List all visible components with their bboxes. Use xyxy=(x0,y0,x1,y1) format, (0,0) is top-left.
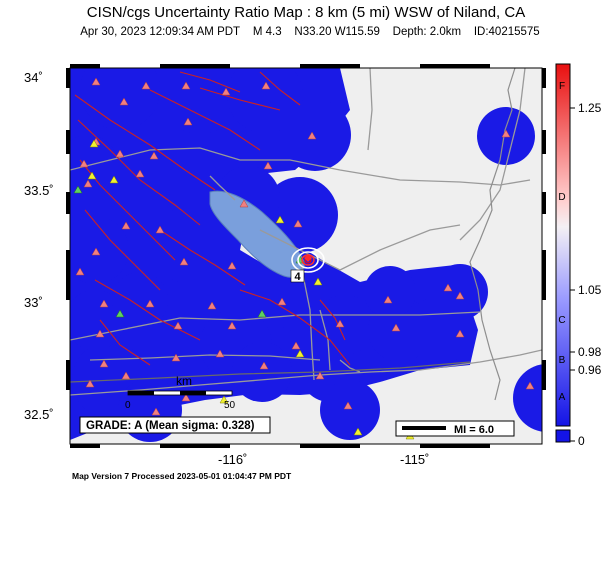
grade-box xyxy=(79,416,271,434)
mi-legend-box xyxy=(395,420,515,437)
colorbar-grade-a: A xyxy=(558,392,566,403)
scale-bar: km 0 50 xyxy=(125,374,236,411)
epicenter-label: 4 xyxy=(294,271,301,283)
epicenter-contours xyxy=(291,247,325,273)
event-info: Apr 30, 2023 12:09:34 AM PDT M 4.3 N33.2… xyxy=(60,26,560,38)
mi-legend-text: MI = 6.0 xyxy=(454,424,494,436)
international-border xyxy=(70,361,471,383)
roads xyxy=(70,68,542,396)
colorbar-ticks xyxy=(570,107,575,442)
mi-legend-bar xyxy=(402,426,446,430)
colorbar-grade-b: B xyxy=(558,355,566,366)
event-location: N33.20 W115.59 xyxy=(294,26,380,38)
event-magnitude: M 4.3 xyxy=(252,26,282,38)
colorbar-label-1-25: 1.25 xyxy=(578,101,602,115)
map-footer: Map Version 7 Processed 2023-05-01 01:04… xyxy=(72,471,292,481)
grade-text: GRADE: A (Mean sigma: 0.328) xyxy=(86,420,255,432)
epicenter-star xyxy=(304,254,312,262)
colorbar-label-0: 0 xyxy=(578,434,585,448)
x-tick-minus-116: -116˚ xyxy=(218,452,248,467)
scale-bar-zero: 0 xyxy=(125,400,131,411)
yellow-stations xyxy=(87,139,415,440)
scale-bar-unit: km xyxy=(176,374,192,388)
y-tick-33-5: 33.5˚ xyxy=(24,183,54,198)
map-title: CISN/cgs Uncertainty Ratio Map : 8 km (5… xyxy=(86,4,526,21)
colorbar-grade-c: C xyxy=(558,315,566,326)
epicenter-label-box xyxy=(290,269,305,283)
y-tick-33: 33˚ xyxy=(24,295,43,310)
colorbar-zero-swatch xyxy=(555,429,571,443)
colorbar-label-0-96: 0.96 xyxy=(578,363,602,377)
y-tick-34: 34˚ xyxy=(24,70,43,85)
frame-ticks xyxy=(66,64,546,448)
scale-bar-max: 50 xyxy=(224,400,236,411)
event-id: ID:40215575 xyxy=(473,26,540,38)
event-datetime: Apr 30, 2023 12:09:34 AM PDT xyxy=(80,26,241,38)
colorbar-gradient xyxy=(555,63,571,427)
colorbar-label-1-05: 1.05 xyxy=(578,283,602,297)
colorbar-grade-d: D xyxy=(558,192,566,203)
y-tick-32-5: 32.5˚ xyxy=(24,407,54,422)
x-tick-minus-115: -115˚ xyxy=(400,452,430,467)
colorbar-grade-f: F xyxy=(558,81,566,92)
colorbar xyxy=(555,63,575,443)
colorbar-label-0-98: 0.98 xyxy=(578,345,602,359)
state-border xyxy=(469,68,516,401)
map-panel: 4 km 0 50 GRADE: A (Mean sigma: 0.328) M… xyxy=(70,68,542,444)
event-depth: Depth: 2.0km xyxy=(392,26,462,38)
